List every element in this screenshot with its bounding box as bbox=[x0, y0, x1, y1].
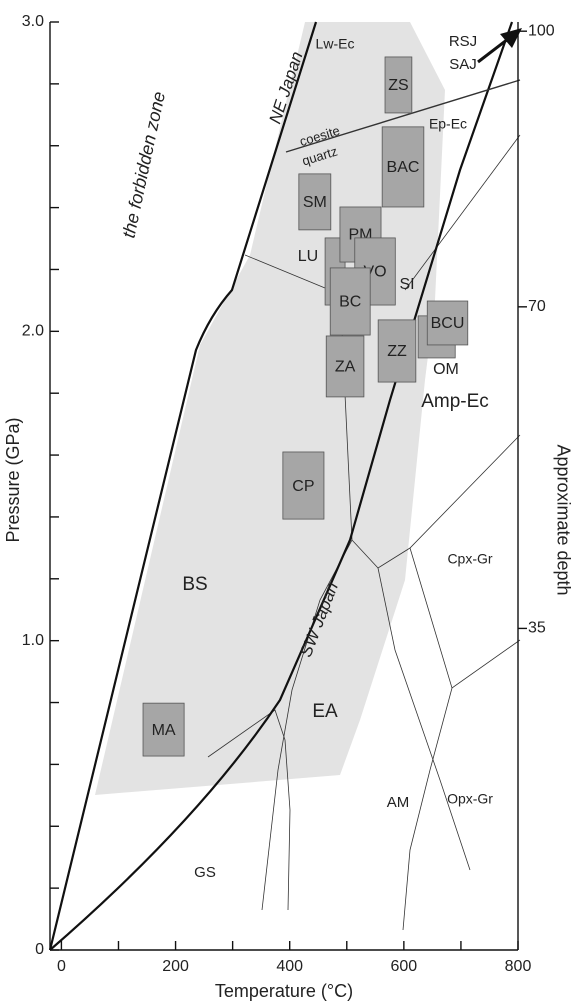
pt-box bbox=[377, 319, 417, 383]
y-axis-label: Pressure (GPa) bbox=[3, 417, 23, 542]
x-tick-label: 400 bbox=[276, 958, 303, 975]
pt-box bbox=[142, 702, 185, 757]
axes-frame bbox=[49, 22, 519, 951]
y-tick-label: 0 bbox=[35, 941, 44, 958]
pt-box bbox=[298, 173, 332, 231]
x-tick-label: 0 bbox=[57, 958, 66, 975]
box-label: CP bbox=[292, 478, 314, 495]
x-tick-label: 200 bbox=[162, 958, 189, 975]
y-tick-label: 1.0 bbox=[22, 632, 44, 649]
x-tick-label: 600 bbox=[391, 958, 418, 975]
pt-box bbox=[426, 300, 469, 346]
annotation: Cpx-Gr bbox=[447, 551, 492, 567]
annotation: SAJ bbox=[449, 56, 477, 73]
annotation: the forbidden zone bbox=[118, 90, 169, 240]
annotation: Opx-Gr bbox=[447, 791, 493, 807]
pt-box bbox=[325, 335, 365, 398]
annotation: Amp-Ec bbox=[421, 391, 489, 412]
annotation: AM bbox=[387, 794, 410, 811]
y2-tick-label: 70 bbox=[528, 298, 546, 315]
box-label: ZA bbox=[335, 359, 356, 376]
box-label: ZZ bbox=[387, 343, 407, 360]
box-label: ZS bbox=[388, 77, 408, 94]
annotation: BS bbox=[182, 574, 207, 595]
y2-axis-label: Approximate depth bbox=[553, 444, 573, 595]
y2-tick-label: 35 bbox=[528, 620, 546, 637]
annotation: Lw-Ec bbox=[316, 36, 355, 52]
pt-box bbox=[381, 126, 425, 208]
annotation: GS bbox=[194, 864, 216, 881]
annotation: OM bbox=[433, 361, 459, 378]
annotation: SI bbox=[399, 276, 414, 293]
pt-box bbox=[384, 56, 413, 114]
box-label: BAC bbox=[387, 159, 420, 176]
field-boundaries bbox=[48, 21, 522, 951]
pt-box bbox=[329, 267, 371, 336]
annotation: RSJ bbox=[449, 33, 477, 50]
x-tick-label: 800 bbox=[505, 958, 532, 975]
annotation: LU bbox=[298, 248, 318, 265]
y-tick-label: 2.0 bbox=[22, 323, 44, 340]
y2-tick-label: 100 bbox=[528, 22, 555, 39]
box-label: SM bbox=[303, 194, 327, 211]
annotation: EA bbox=[312, 701, 338, 722]
annotation: Ep-Ec bbox=[429, 116, 467, 132]
y-tick-label: 3.0 bbox=[22, 13, 44, 30]
box-label: MA bbox=[152, 722, 176, 739]
pt-box bbox=[282, 451, 325, 520]
box-label: BCU bbox=[431, 315, 465, 332]
x-axis-label: Temperature (°C) bbox=[215, 981, 353, 1001]
box-label: BC bbox=[339, 294, 361, 311]
